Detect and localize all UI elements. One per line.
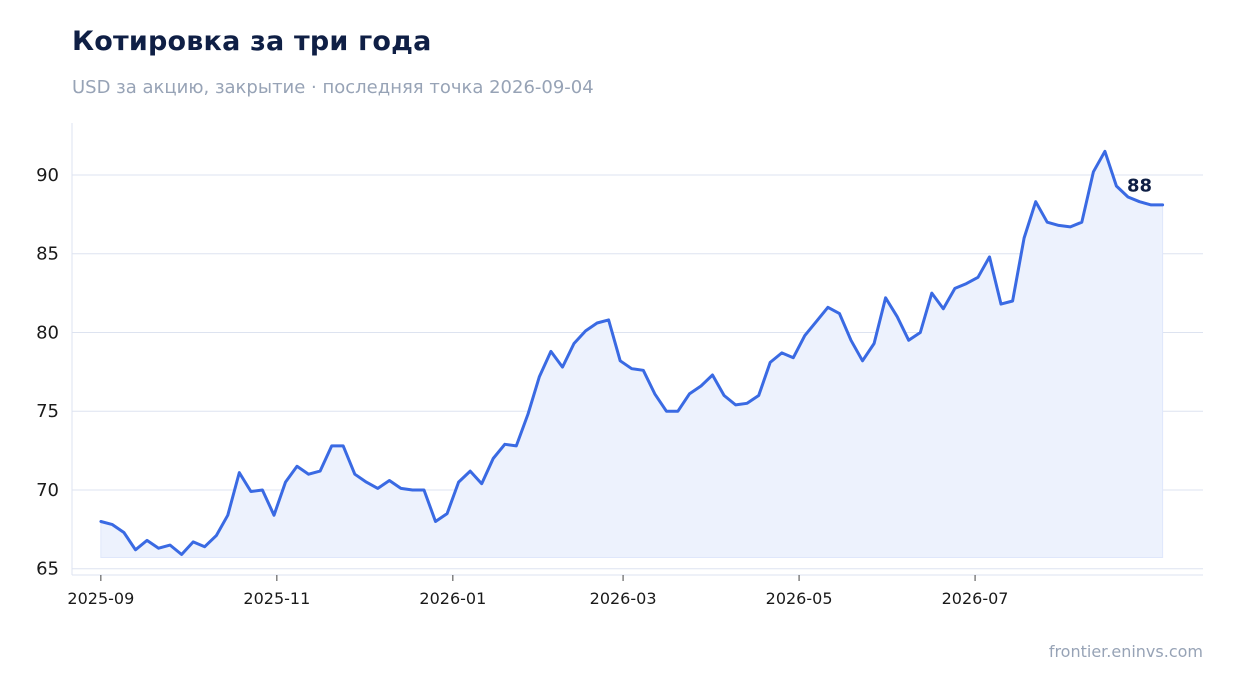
y-tick-label: 70 [36, 480, 59, 501]
x-tick-label: 2026-03 [590, 589, 657, 608]
y-tick-label: 75 [36, 401, 59, 422]
series-area [100, 150, 1164, 559]
last-value-label: 88 [1127, 175, 1152, 196]
x-tick-label: 2026-07 [942, 589, 1009, 608]
x-tick-label: 2026-01 [419, 589, 486, 608]
y-tick-label: 90 [36, 165, 59, 186]
series-line [99, 149, 1165, 556]
y-tick-label: 80 [36, 322, 59, 343]
x-tick-label: 2025-09 [67, 589, 134, 608]
y-tick-label: 85 [36, 244, 59, 265]
x-tick-label: 2025-11 [243, 589, 310, 608]
chart-subtitle: USD за акцию, закрытие · последняя точка… [72, 77, 594, 98]
source-credit: frontier.eninvs.com [1048, 642, 1203, 661]
chart-title: Котировка за три года [72, 26, 432, 57]
x-tick-label: 2026-05 [766, 589, 833, 608]
y-tick-label: 65 [36, 559, 59, 580]
